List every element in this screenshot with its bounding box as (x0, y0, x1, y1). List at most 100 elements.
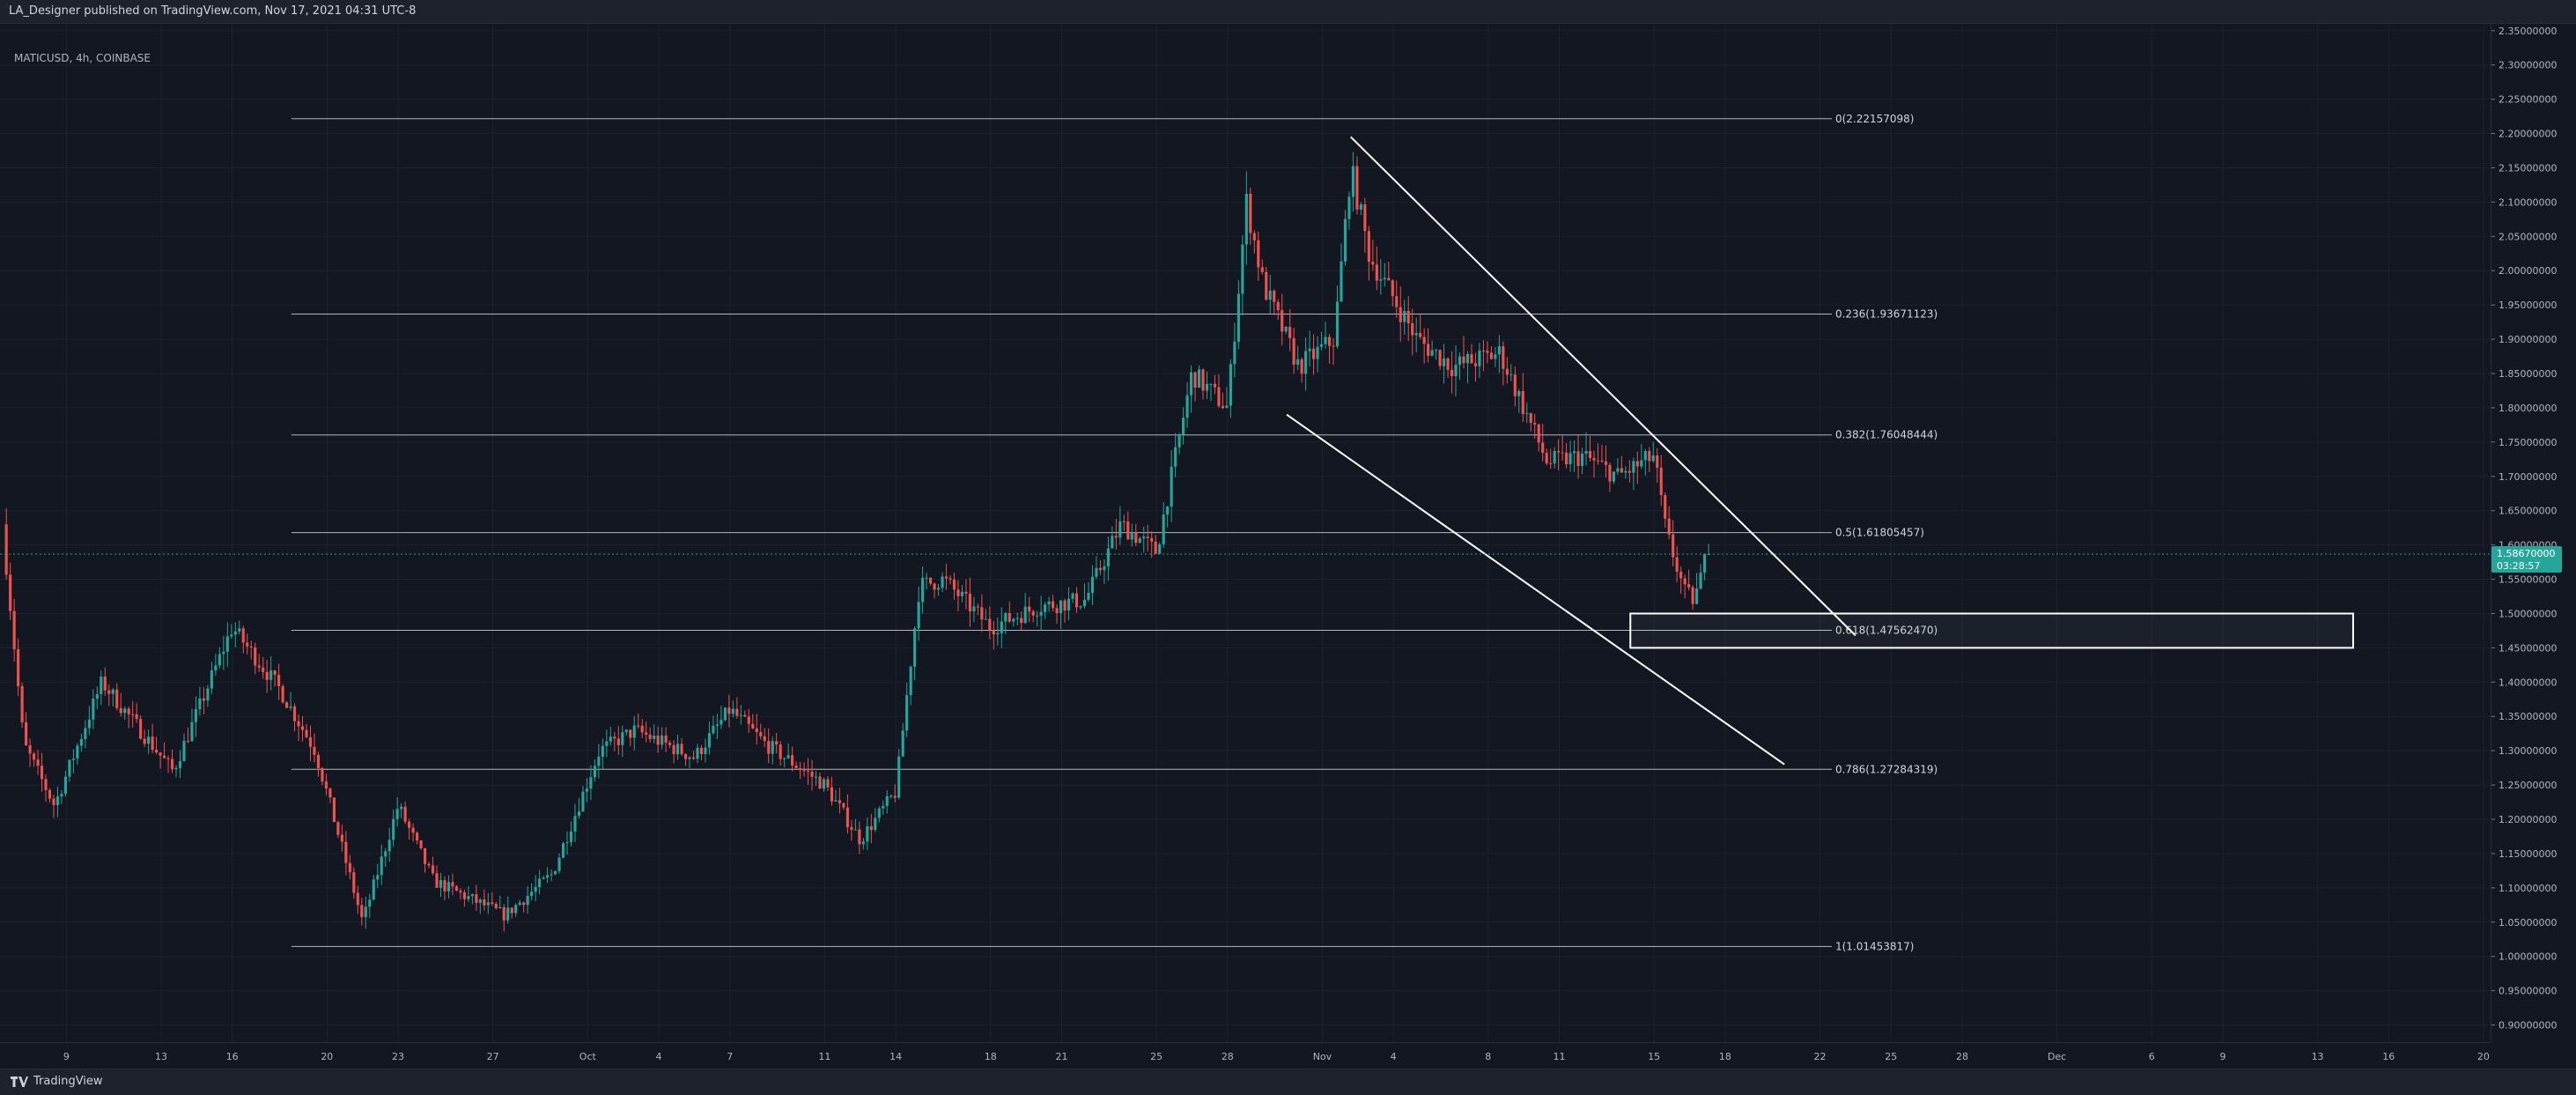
candle-up (597, 756, 601, 766)
price-axis-svg[interactable]: 2.35000000 2.30000000 2.25000000 2.20000000… (2491, 24, 2576, 1042)
candle-down (254, 647, 257, 666)
candle-up (1197, 369, 1201, 388)
time-tick-label: 25 (1885, 1051, 1897, 1062)
candle-up (1047, 601, 1051, 605)
candle-up (1236, 293, 1240, 342)
candle-down (408, 821, 411, 828)
candle-down (1063, 600, 1067, 611)
time-axis[interactable]: 9 13 16 20 23 27 Oct 4 7 11 14 18 21 25 28 Nov 4 8 11 15 18 2… (0, 1042, 2491, 1069)
candle-up (1702, 553, 1707, 573)
candle-up (111, 689, 114, 694)
candle-up (198, 698, 202, 710)
chart-plot-area[interactable]: 0(2.22157098) 0.236(1.93671123) 0.382(1.76… (0, 24, 2491, 1042)
time-tick-label: 28 (1956, 1051, 1968, 1062)
candle-up (1403, 310, 1406, 322)
candle-down (1620, 468, 1623, 473)
candle-up (913, 628, 917, 667)
candle-down (1098, 567, 1102, 571)
candle-down (791, 755, 794, 766)
candle-down (976, 606, 979, 608)
candle-up (1494, 354, 1497, 359)
time-tick-label: 6 (2149, 1051, 2155, 1062)
candle-down (1576, 451, 1580, 466)
candle-down (680, 744, 683, 755)
candle-down (427, 863, 431, 866)
candle-down (1276, 301, 1280, 311)
candle-up (498, 906, 502, 908)
time-tick-label: 15 (1648, 1051, 1660, 1062)
candle-up (470, 894, 474, 897)
price-tick-label: 1.10000000 (2498, 883, 2557, 894)
candle-up (1478, 350, 1481, 366)
candlestick-chart[interactable]: 0(2.22157098) 0.236(1.93671123) 0.382(1.76… (0, 24, 2491, 1042)
candle-down (103, 677, 107, 691)
candle-up (1059, 600, 1063, 614)
candle-up (1079, 606, 1082, 608)
candle-down (1561, 452, 1564, 454)
candle-up (909, 666, 912, 696)
candle-up (1296, 359, 1300, 365)
candle-up (518, 902, 521, 906)
candle-down (20, 685, 24, 723)
candle-up (1699, 572, 1702, 589)
candle-down (1683, 578, 1687, 585)
candle-up (901, 730, 904, 757)
price-axis[interactable]: 2.35000000 2.30000000 2.25000000 2.20000000… (2491, 24, 2576, 1042)
candle-up (1158, 544, 1162, 554)
support-zone-box (1629, 612, 2354, 649)
candle-down (285, 702, 289, 708)
candle-up (704, 747, 707, 754)
candle-up (1015, 618, 1019, 619)
candle-down (818, 776, 822, 789)
candle-up (478, 899, 482, 903)
candle-down (491, 902, 494, 904)
candle-down (443, 880, 447, 892)
time-tick-label: 14 (889, 1051, 902, 1062)
candle-up (95, 694, 99, 699)
candle-down (40, 766, 44, 780)
candle-up (984, 618, 987, 620)
candle-down (170, 758, 174, 770)
candle-down (459, 891, 462, 893)
candle-up (1458, 356, 1462, 366)
price-tick-label: 1.05000000 (2498, 917, 2557, 929)
candle-up (1383, 277, 1386, 280)
candle-up (1572, 451, 1576, 454)
candle-up (553, 870, 557, 875)
candle-up (996, 633, 1000, 635)
candle-down (416, 832, 419, 840)
candle-up (147, 736, 151, 744)
candle-up (214, 665, 218, 671)
candle-up (530, 892, 534, 896)
candle-down (423, 847, 427, 864)
candle-up (589, 777, 593, 789)
candle-down (1074, 593, 1079, 608)
tradingview-logo[interactable]: TradingView (11, 1075, 103, 1088)
candle-up (1082, 599, 1087, 607)
candle-up (1643, 450, 1647, 461)
candle-up (1347, 196, 1351, 219)
candle-down (1450, 369, 1454, 376)
candle-down (28, 744, 32, 754)
candle-down (324, 781, 328, 789)
candle-up (1324, 337, 1327, 344)
trendline (1350, 136, 1856, 637)
candle-up (557, 857, 561, 871)
candle-up (1553, 451, 1556, 464)
candle-up (1000, 621, 1003, 633)
time-axis-svg[interactable]: 9 13 16 20 23 27 Oct 4 7 11 14 18 21 25 28 Nov 4 8 11 15 18 2… (0, 1043, 2491, 1069)
candle-up (1229, 364, 1232, 406)
candle-down (869, 825, 873, 831)
candle-down (1257, 240, 1260, 268)
candle-up (917, 602, 920, 629)
candle-up (100, 677, 103, 695)
tradingview-brand: TradingView (33, 1075, 103, 1088)
candle-up (783, 758, 786, 759)
candle-down (1565, 452, 1568, 465)
candle-down (1126, 521, 1130, 540)
candle-up (1430, 350, 1434, 356)
candle-down (648, 734, 652, 739)
candle-up (1319, 344, 1324, 347)
time-tick-label: 23 (392, 1051, 404, 1062)
candle-up (1004, 612, 1008, 622)
